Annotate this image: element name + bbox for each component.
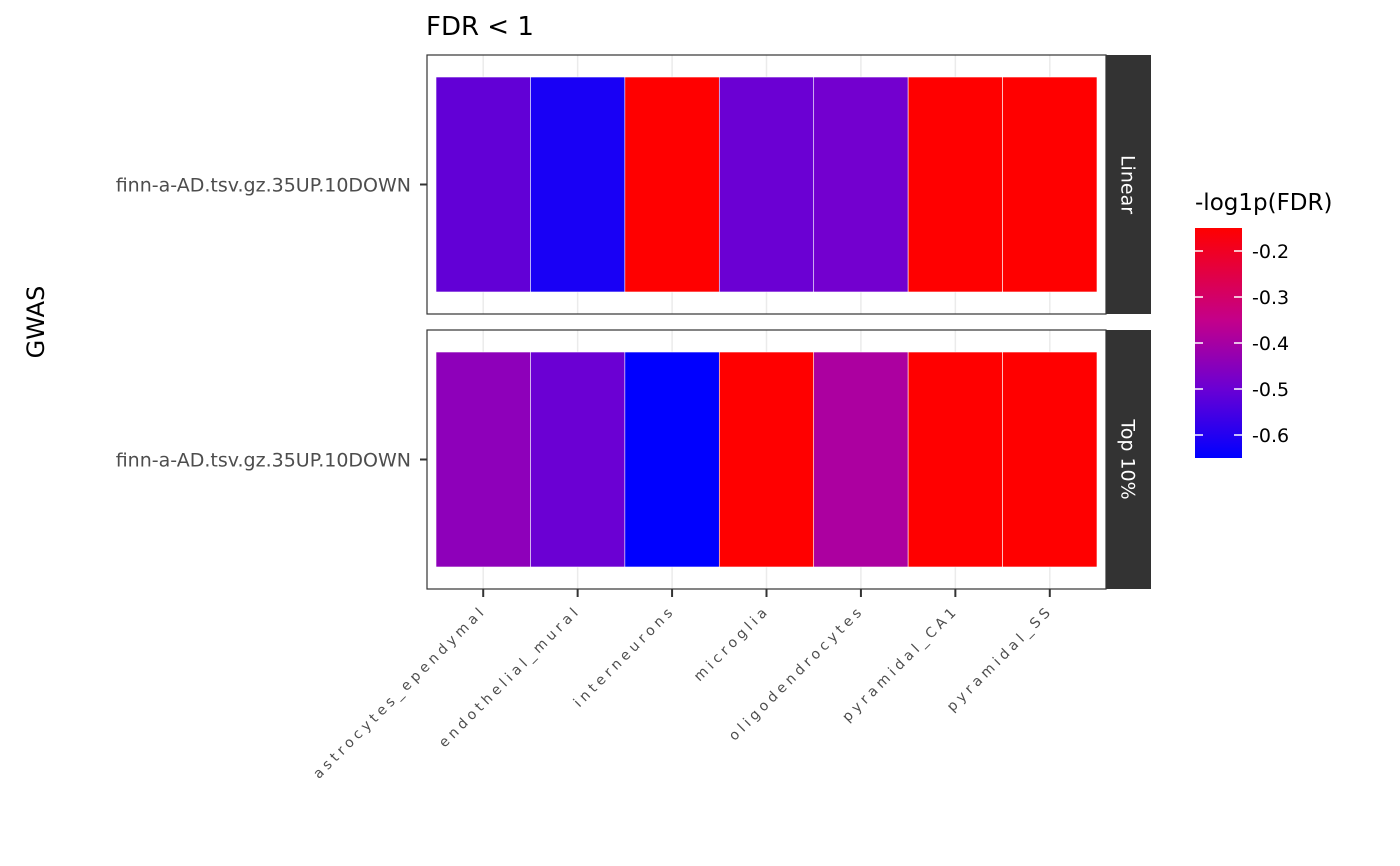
x-tick-label: microglia bbox=[691, 603, 773, 685]
facet-panels: finn-a-AD.tsv.gz.35UP.10DOWN Linearfinn-a… bbox=[116, 54, 1151, 590]
heatmap-tile bbox=[813, 76, 909, 293]
heatmap-tile bbox=[718, 351, 815, 568]
facet-strip bbox=[1106, 55, 1151, 314]
heatmap-tile bbox=[530, 351, 626, 568]
heatmap-tile bbox=[1002, 76, 1098, 293]
legend-tick-label: -0.6 bbox=[1252, 425, 1289, 447]
chart-title: FDR < 1 bbox=[426, 12, 534, 42]
heatmap-tile bbox=[435, 351, 531, 568]
heatmap-tile bbox=[624, 351, 720, 568]
y-tick-label: finn-a-AD.tsv.gz.35UP.10DOWN bbox=[116, 450, 411, 472]
x-tick-label: interneurons bbox=[571, 603, 679, 711]
facet-strip-label: Top 10% bbox=[1117, 418, 1139, 499]
facet-panel: finn-a-AD.tsv.gz.35UP.10DOWN Linear bbox=[116, 54, 1151, 315]
facet-strip bbox=[1106, 330, 1151, 589]
x-tick-label: astrocytes_ependymal bbox=[310, 603, 490, 783]
heatmap-tile bbox=[813, 351, 909, 568]
heatmap-tile bbox=[435, 76, 531, 293]
y-tick-label: finn-a-AD.tsv.gz.35UP.10DOWN bbox=[116, 175, 411, 197]
legend-ticks: -0.2 -0.3 -0.4 -0.5 -0.6 bbox=[1195, 241, 1289, 447]
heatmap-tile bbox=[530, 76, 626, 293]
legend-title: -log1p(FDR) bbox=[1195, 190, 1332, 216]
facet-panel: finn-a-AD.tsv.gz.35UP.10DOWN Top 10% bbox=[116, 329, 1151, 590]
heatmap-tile bbox=[907, 76, 1003, 293]
legend-tick-label: -0.3 bbox=[1252, 287, 1289, 309]
legend-tick-label: -0.2 bbox=[1252, 241, 1289, 263]
color-legend: -log1p(FDR) -0.2 -0.3 -0.4 -0.5 -0.6 bbox=[1195, 190, 1332, 458]
x-tick-label: pyramidal_SS bbox=[944, 603, 1057, 716]
facet-strip-label: Linear bbox=[1117, 155, 1139, 214]
legend-tick-label: -0.5 bbox=[1252, 379, 1289, 401]
heatmap-tile bbox=[907, 351, 1003, 568]
legend-tick-label: -0.4 bbox=[1252, 333, 1289, 355]
x-axis-ticks: astrocytes_ependymalendothelial_muralint… bbox=[310, 589, 1057, 783]
heatmap-tile bbox=[1002, 351, 1098, 568]
heatmap-tile bbox=[718, 76, 815, 293]
y-axis-label: GWAS bbox=[22, 286, 50, 359]
heatmap-tile bbox=[624, 76, 720, 293]
